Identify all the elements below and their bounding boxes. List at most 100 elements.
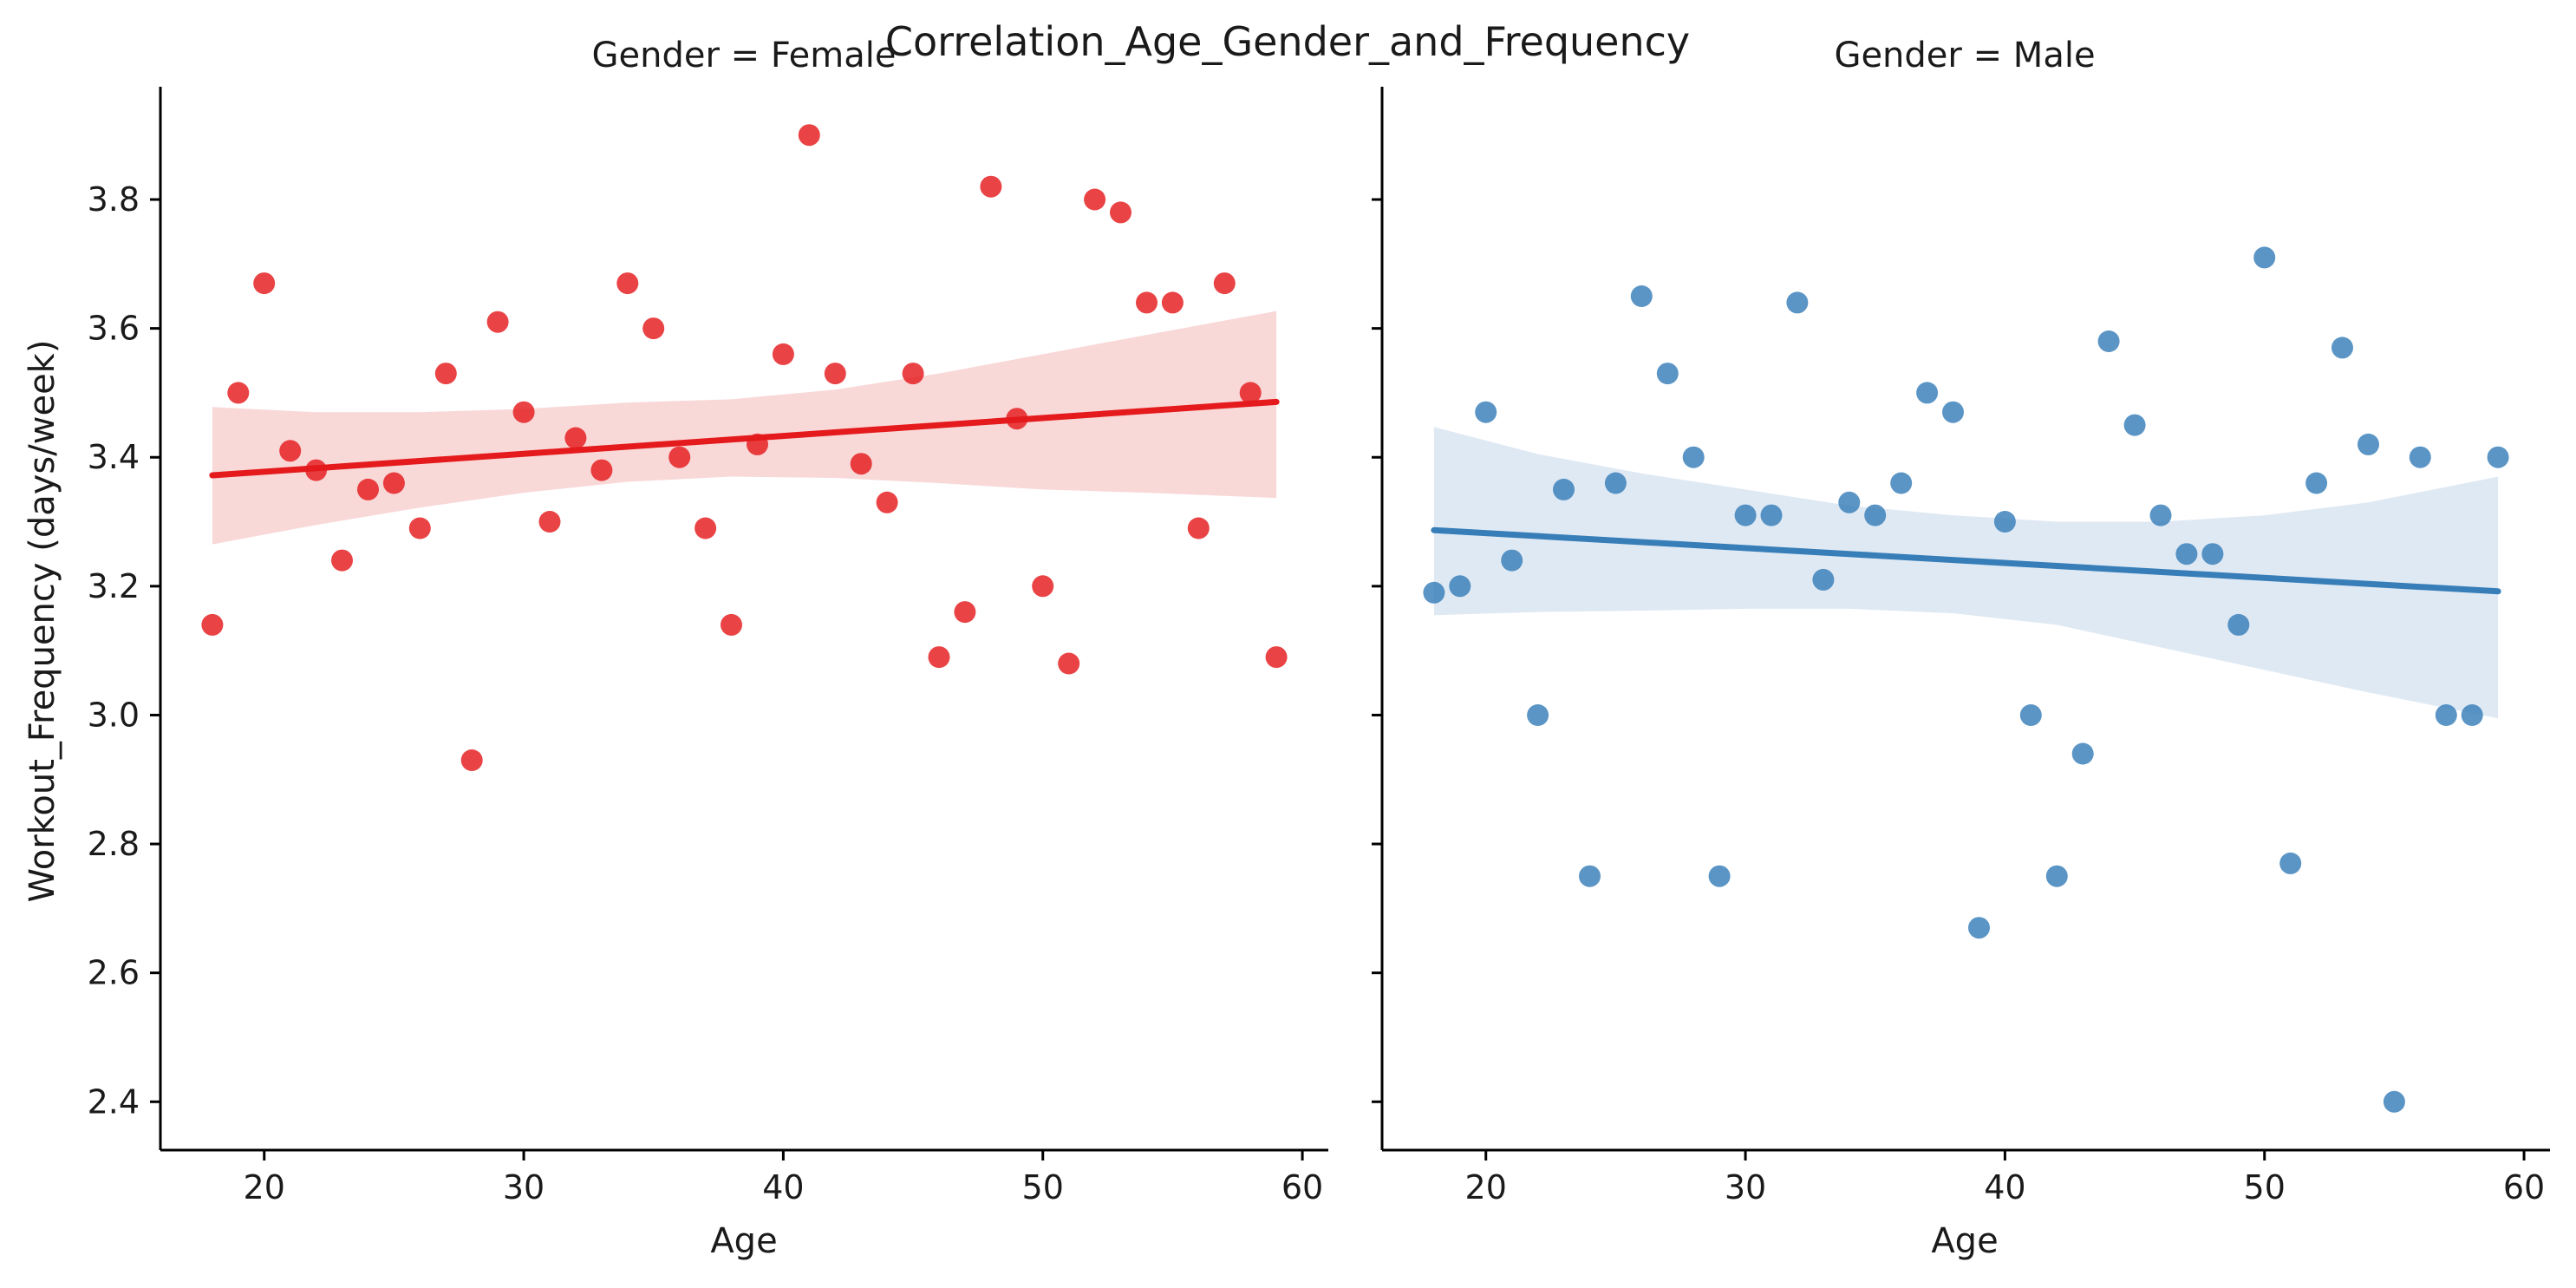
data-point	[253, 272, 276, 295]
scatter-points-female	[201, 124, 1288, 771]
regression-line-female	[209, 398, 1280, 479]
y-tick-label: 3.0	[88, 696, 140, 734]
x-tick-label: 50	[2244, 1168, 2286, 1206]
data-point	[2487, 446, 2509, 468]
fit-line-female	[209, 398, 1280, 479]
facet-male: Gender = Male 20 30 40 50 60 Age	[1372, 36, 2550, 1261]
data-point	[1579, 865, 1601, 887]
confidence-band-female	[212, 311, 1277, 545]
data-point	[1084, 188, 1106, 211]
x-axis-label-male: Age	[1931, 1221, 1998, 1261]
data-point	[1812, 568, 1835, 591]
axes-female: 20 30 40 50 60 2.4 2.6 2.8 3.0 3.2 3.4 3.6 3.8	[88, 87, 1328, 1206]
x-tick-label: 20	[244, 1168, 285, 1206]
data-point	[1734, 504, 1757, 526]
data-point	[2045, 865, 2068, 887]
data-point	[305, 459, 328, 481]
y-tick-label: 3.8	[88, 180, 140, 219]
facet-title-female: Gender = Female	[592, 36, 897, 75]
ci-band-male	[1433, 427, 2499, 719]
data-point	[798, 124, 820, 147]
data-point	[954, 601, 976, 624]
data-point	[2279, 852, 2302, 874]
data-point	[357, 478, 379, 500]
data-point	[408, 517, 431, 539]
data-point	[850, 453, 872, 475]
data-point	[486, 311, 509, 333]
data-point	[2461, 704, 2483, 726]
data-point	[2358, 433, 2379, 455]
data-point	[1110, 201, 1131, 224]
x-axis-label-female: Age	[710, 1221, 777, 1261]
data-point	[876, 491, 898, 513]
x-tick-label: 60	[2503, 1168, 2545, 1206]
data-point	[1604, 472, 1627, 494]
data-point	[2383, 1090, 2405, 1113]
data-point	[1423, 581, 1445, 604]
data-point	[1136, 291, 1158, 314]
data-point	[1656, 363, 1679, 385]
x-tick-label: 40	[1984, 1168, 2025, 1206]
x-tick-label: 60	[1281, 1168, 1323, 1206]
data-point	[1032, 575, 1054, 598]
data-point	[538, 511, 561, 533]
data-point	[1968, 917, 1990, 939]
data-point	[2149, 504, 2172, 526]
data-point	[1265, 646, 1288, 669]
y-tick-label: 3.6	[88, 310, 140, 348]
data-point	[1501, 549, 1523, 572]
data-point	[1187, 517, 1210, 539]
data-point	[1838, 491, 1861, 513]
ci-band-female	[212, 311, 1277, 545]
data-point	[2253, 246, 2276, 269]
data-point	[590, 459, 613, 481]
data-point	[2201, 543, 2224, 566]
x-tick-label: 40	[762, 1168, 804, 1206]
y-axis-label: Workout_Frequency (days/week)	[23, 340, 62, 903]
axes-male: 20 30 40 50 60	[1372, 87, 2550, 1206]
x-tick-label: 20	[1465, 1168, 1507, 1206]
x-tick-label: 50	[1022, 1168, 1064, 1206]
data-point	[2097, 330, 2120, 352]
facet-title-male: Gender = Male	[1834, 36, 2095, 75]
data-point	[902, 363, 924, 385]
y-tick-label: 2.6	[88, 954, 140, 992]
data-point	[824, 363, 846, 385]
x-tick-label: 30	[1725, 1168, 1766, 1206]
data-point	[201, 613, 224, 636]
data-point	[279, 440, 302, 462]
facet-female: Gender = Female 20 30 40 50 60 2.4 2.6 2.8 3.0 3.…	[88, 36, 1328, 1261]
data-point	[928, 646, 950, 669]
data-point	[2227, 613, 2250, 636]
x-tick-label: 30	[503, 1168, 545, 1206]
data-point	[2019, 704, 2042, 726]
figure-title: Correlation_Age_Gender_and_Frequency	[885, 18, 1690, 65]
data-point	[2175, 543, 2198, 566]
y-tick-label: 3.4	[88, 438, 140, 476]
data-point	[1708, 865, 1731, 887]
data-point	[1058, 652, 1080, 675]
data-point	[1916, 382, 1939, 404]
data-point	[1760, 504, 1783, 526]
data-point	[227, 382, 250, 404]
fit-line-male	[1431, 526, 2501, 595]
regression-line-male	[1431, 526, 2501, 595]
data-point	[1475, 401, 1497, 423]
data-point	[695, 517, 717, 539]
data-point	[747, 433, 768, 455]
data-point	[2123, 414, 2146, 436]
data-point	[564, 427, 587, 449]
data-point	[1527, 704, 1549, 726]
data-point	[1161, 291, 1184, 314]
y-tick-label: 3.2	[88, 567, 140, 605]
data-point	[512, 401, 535, 423]
data-point	[1449, 575, 1471, 598]
data-point	[1682, 446, 1705, 468]
data-point	[331, 549, 353, 572]
data-point	[642, 317, 665, 340]
confidence-band-male	[1433, 427, 2499, 719]
data-point	[2409, 446, 2431, 468]
data-point	[382, 472, 405, 494]
data-point	[668, 446, 691, 468]
